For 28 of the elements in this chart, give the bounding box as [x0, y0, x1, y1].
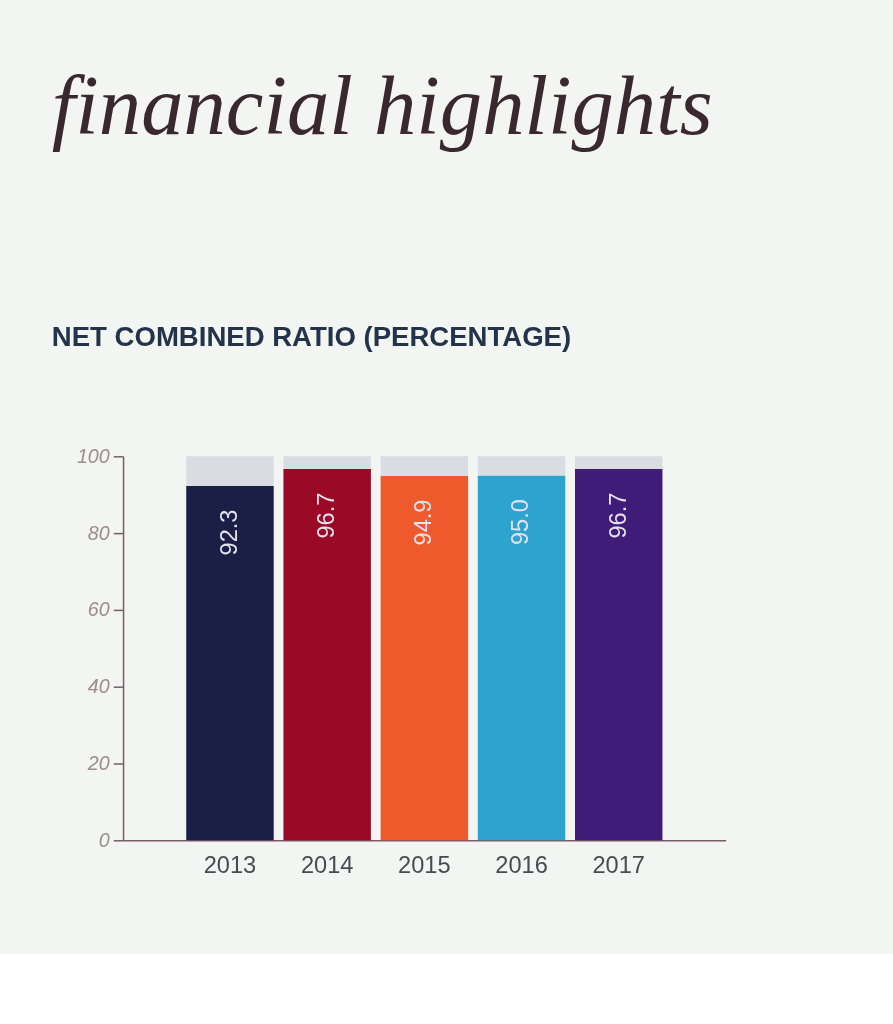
y-tick-label: 100 [76, 444, 110, 467]
bar [283, 469, 371, 841]
data-label: 94.9 [410, 499, 437, 546]
data-label: 96.7 [604, 492, 631, 539]
y-tick-label: 80 [87, 521, 110, 544]
x-tick-label: 2017 [592, 852, 645, 879]
data-label: 95.0 [507, 499, 534, 546]
bar [574, 469, 663, 841]
y-tick-label: 60 [87, 598, 110, 621]
x-tick-label: 2015 [398, 852, 451, 879]
bar [477, 456, 566, 476]
bar [380, 475, 469, 841]
chart-title: financial highlights [51, 59, 713, 153]
bar [380, 456, 469, 476]
x-tick-label: 2013 [203, 852, 257, 879]
y-tick-label: 0 [98, 828, 110, 851]
bar [477, 475, 566, 841]
y-tick-label: 40 [87, 675, 110, 698]
bar [574, 456, 663, 469]
bar [186, 456, 274, 486]
x-tick-label: 2014 [300, 852, 354, 879]
bar [283, 456, 371, 469]
y-tick-label: 20 [86, 751, 110, 774]
data-label: 92.3 [215, 509, 242, 556]
x-tick-label: 2016 [495, 852, 548, 879]
bar [186, 485, 274, 841]
data-label: 96.7 [313, 492, 340, 539]
chart-subtitle: NET COMBINED RATIO (PERCENTAGE) [51, 321, 572, 353]
